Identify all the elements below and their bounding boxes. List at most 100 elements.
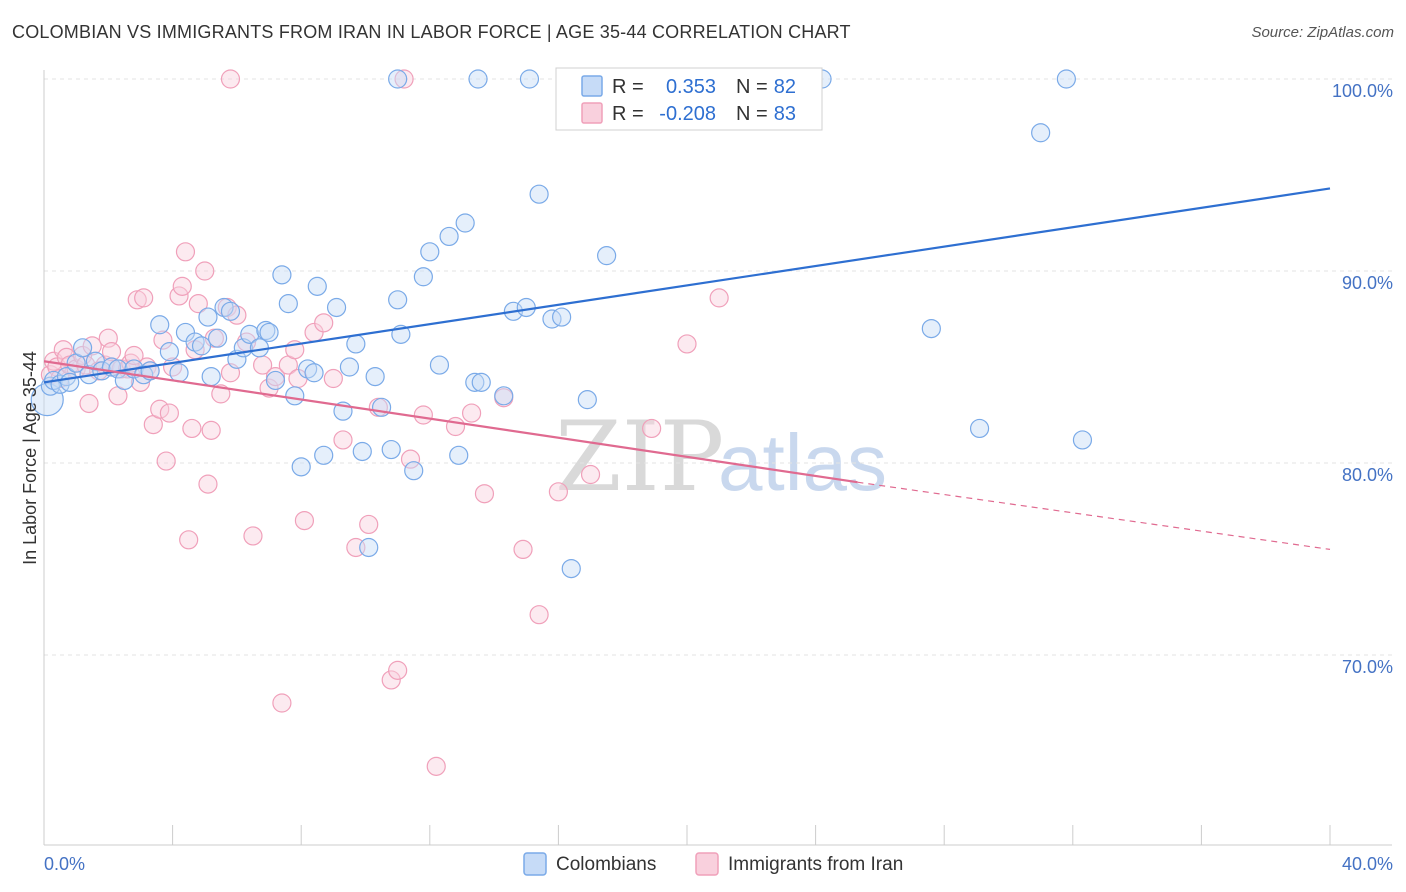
iran-point-62 [359, 514, 379, 535]
iran-point-29 [156, 451, 176, 471]
legend-n-value-colombians: 82 [774, 76, 796, 98]
colombians-point-55 [413, 267, 433, 287]
legend-r-value-iran: -0.208 [659, 103, 716, 125]
iran-point-48 [243, 526, 263, 546]
iran-point-50 [259, 378, 279, 398]
iran-point-71 [474, 484, 495, 504]
legend-label-iran: Immigrants from Iran [728, 854, 903, 875]
iran-point-10 [79, 393, 99, 414]
iran-point-66 [400, 449, 421, 469]
iran-point-64 [381, 670, 401, 690]
colombians-point-67 [542, 309, 562, 329]
colombians-point-34 [265, 370, 286, 391]
axes [43, 70, 1392, 846]
colombians-point-45 [339, 357, 360, 377]
colombians-point-56 [420, 242, 440, 262]
watermark: ZIP atlas [555, 401, 887, 513]
iran-point-56 [294, 510, 315, 531]
iran-point-30 [159, 403, 179, 423]
iran-point-43 [211, 384, 231, 404]
colombians-point-63 [494, 386, 514, 406]
x-tick-label-0: 0.0% [44, 854, 85, 874]
iran-point-74 [529, 605, 549, 625]
source-label: Source: ZipAtlas.com [1251, 24, 1394, 41]
watermark-zip: ZIP [555, 401, 724, 513]
colombians-point-73 [468, 69, 488, 89]
iran-point-59 [323, 368, 343, 389]
colombians-point-36 [278, 294, 298, 314]
iran-point-78 [677, 334, 697, 354]
colombians-point-22 [191, 336, 212, 356]
legend-r-value-colombians: 0.353 [666, 76, 716, 98]
iran-point-36 [182, 418, 202, 439]
iran-point-27 [150, 399, 170, 419]
colombians-point-24 [201, 367, 221, 387]
colombians-point-43 [326, 297, 347, 318]
colombians-point-49 [365, 367, 385, 387]
colombians-point-46 [346, 334, 366, 354]
colombians-point-17 [150, 315, 170, 335]
colombians-point-37 [285, 386, 305, 406]
iran-point-80 [101, 342, 122, 362]
colombians-point-5 [60, 372, 80, 392]
iran-point-77 [642, 418, 662, 439]
colombians-point-51 [381, 439, 401, 460]
colombians-point-48 [359, 537, 379, 558]
colombians-point-7 [72, 338, 93, 358]
colombians-point-54 [404, 461, 424, 481]
colombians-point-38 [291, 457, 311, 477]
colombians-point-30 [240, 324, 260, 344]
x-tick-labels: 0.0% 40.0% [44, 854, 1393, 874]
colombians-point-65 [516, 297, 536, 318]
colombians-point-60 [455, 213, 475, 233]
iran-point-79 [709, 288, 729, 308]
iran-point-70 [461, 403, 482, 423]
iran-point-33 [172, 276, 192, 296]
iran-point-60 [333, 430, 353, 450]
legend-r-label-colombians: R = [612, 76, 644, 98]
colombians-point-18 [159, 342, 179, 362]
colombians-point-81 [1056, 69, 1076, 89]
colombians-point-82 [1072, 430, 1093, 450]
iran-point-11 [82, 336, 102, 356]
colombians-point-68 [552, 307, 572, 327]
colombians-point-72 [388, 69, 408, 89]
iran-point-81 [220, 69, 241, 89]
colombians-point-40 [304, 363, 324, 383]
legend-r-label-iran: R = [612, 103, 644, 125]
y-tick-label-0: 100.0% [1332, 81, 1393, 101]
legend-swatch-colombians-bottom [523, 852, 547, 876]
iran-point-38 [188, 294, 208, 314]
colombians-point-33 [259, 322, 279, 343]
legend-n-label-iran: N = [736, 103, 768, 125]
trend-line-colombians [43, 187, 1331, 384]
colombians-point-70 [577, 390, 597, 410]
iran-point-35 [179, 530, 199, 550]
colombians-point-47 [352, 441, 372, 462]
iran-point-65 [388, 660, 408, 680]
colombians-point-61 [465, 372, 485, 392]
colombians-point-31 [249, 338, 270, 358]
iran-point-76 [580, 464, 601, 485]
legend-swatch-iran [581, 102, 603, 124]
colombians-point-19 [169, 363, 189, 383]
y-axis-label: In Labor Force | Age 35-44 [20, 351, 40, 565]
legend-swatch-iran-bottom [695, 852, 719, 876]
series-iran-points [40, 69, 729, 776]
colombians-point-23 [198, 307, 218, 327]
iran-point-67 [413, 405, 433, 425]
y-tick-label-2: 80.0% [1342, 465, 1393, 485]
colombians-point-25 [208, 328, 228, 348]
colombians-point-42 [314, 445, 334, 465]
legend-swatch-colombians [581, 75, 603, 97]
y-tick-labels: 100.0% 90.0% 80.0% 70.0% [1332, 81, 1393, 677]
legend-n-label-colombians: N = [736, 76, 768, 98]
colombians-point-32 [256, 320, 276, 341]
iran-point-34 [175, 242, 196, 262]
legend-n-value-iran: 83 [774, 103, 796, 125]
stats-legend: R = 0.353 N = 82 R = -0.208 N = 83 [555, 67, 823, 131]
colombians-point-74 [519, 69, 540, 89]
x-tick-label-1: 40.0% [1342, 854, 1393, 874]
series-legend: Colombians Immigrants from Iran [523, 852, 903, 876]
